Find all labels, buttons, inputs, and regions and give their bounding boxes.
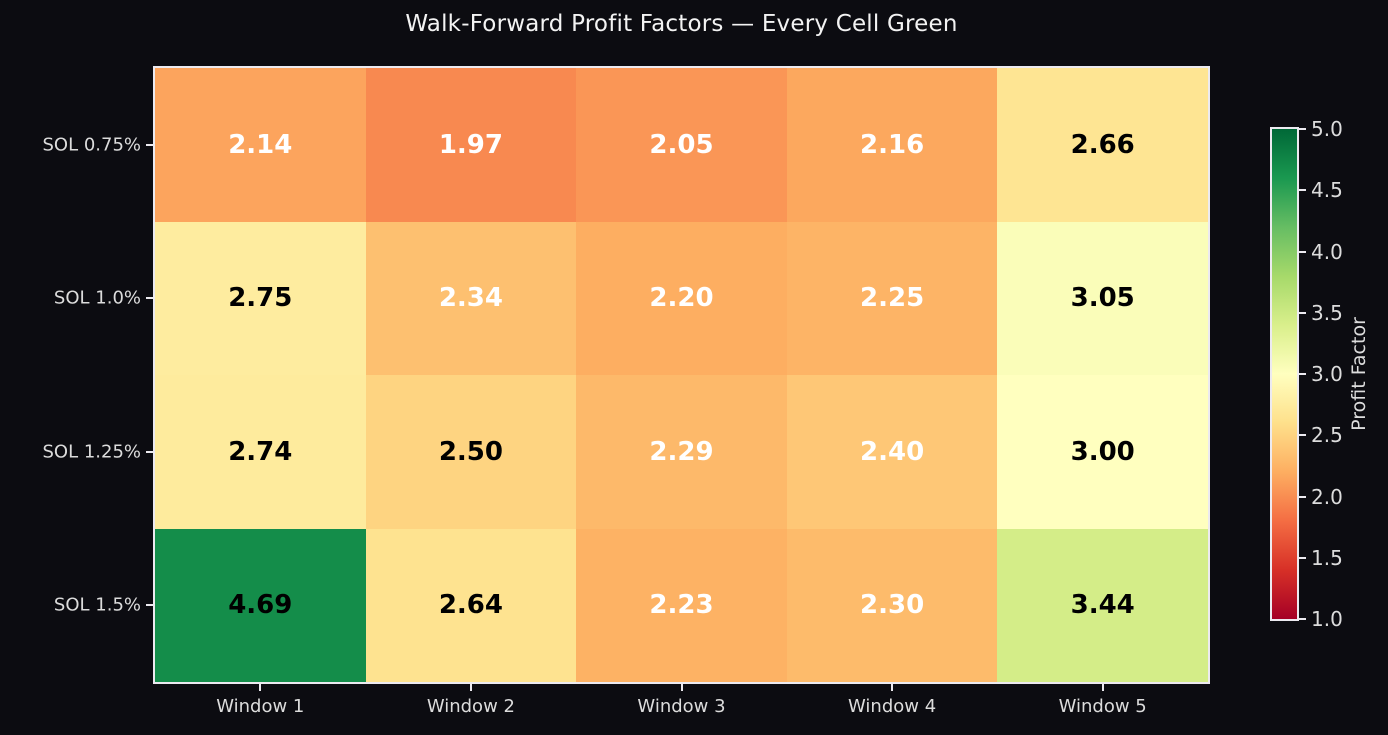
heatmap-cell: 2.05 bbox=[576, 68, 787, 222]
colorbar-tick-label: 2.0 bbox=[1311, 484, 1343, 509]
heatmap-cell: 1.97 bbox=[365, 68, 577, 222]
colorbar-tick bbox=[1298, 373, 1306, 375]
colorbar-tick-label: 3.5 bbox=[1311, 300, 1343, 325]
row-label: SOL 0.75% bbox=[42, 134, 141, 156]
heatmap-cell: 2.34 bbox=[365, 221, 577, 375]
x-axis-tick bbox=[680, 683, 683, 691]
x-axis-tick bbox=[1101, 683, 1104, 691]
heatmap-cell: 3.44 bbox=[997, 528, 1208, 682]
heatmap-cell: 2.50 bbox=[365, 375, 577, 529]
heatmap-cell: 3.00 bbox=[997, 375, 1208, 529]
y-axis-tick bbox=[146, 297, 154, 300]
x-axis-tick bbox=[891, 683, 894, 691]
colorbar-axis-label: Profit Factor bbox=[1348, 317, 1370, 431]
row-label: SOL 1.5% bbox=[53, 594, 141, 616]
heatmap-cell: 2.64 bbox=[365, 528, 577, 682]
colorbar-tick bbox=[1298, 250, 1306, 253]
col-label: Window 3 bbox=[637, 696, 726, 717]
col-label: Window 5 bbox=[1058, 696, 1147, 717]
row-label: SOL 1.0% bbox=[53, 287, 141, 309]
colorbar-tick bbox=[1298, 311, 1306, 314]
heatmap-cell: 2.23 bbox=[576, 528, 787, 682]
heatmap-cell: 2.25 bbox=[786, 221, 998, 375]
col-label: Window 2 bbox=[426, 696, 515, 717]
colorbar-tick-label: 3.0 bbox=[1311, 362, 1343, 386]
heatmap-cell: 2.30 bbox=[786, 528, 998, 682]
heatmap-cell: 2.14 bbox=[155, 68, 366, 222]
heatmap-cell: 2.66 bbox=[997, 68, 1208, 222]
col-label: Window 4 bbox=[848, 696, 937, 717]
colorbar-tick-label: 1.5 bbox=[1311, 545, 1343, 570]
x-axis-tick bbox=[469, 683, 472, 691]
colorbar-tick bbox=[1298, 189, 1306, 192]
colorbar-tick bbox=[1298, 128, 1306, 130]
x-axis-tick bbox=[259, 683, 262, 691]
heatmap-cell: 2.29 bbox=[576, 375, 787, 529]
colorbar-tick bbox=[1298, 495, 1306, 498]
colorbar-tick bbox=[1298, 556, 1306, 559]
colorbar-tick-label: 2.5 bbox=[1311, 423, 1343, 448]
y-axis-tick bbox=[146, 143, 154, 146]
colorbar-tick bbox=[1298, 434, 1306, 437]
y-axis-tick bbox=[146, 604, 154, 607]
colorbar-tick-label: 4.5 bbox=[1311, 178, 1343, 203]
colorbar-tick bbox=[1298, 618, 1306, 620]
colorbar-tick-label: 5.0 bbox=[1311, 117, 1343, 141]
heatmap-cell: 2.20 bbox=[576, 221, 787, 375]
heatmap-grid: 2.14 1.97 2.05 2.16 2.66 2.75 2.34 2.20 2.25 3.05… bbox=[153, 66, 1210, 684]
heatmap-cell: 2.16 bbox=[786, 68, 998, 222]
heatmap-cell: 4.69 bbox=[155, 528, 366, 682]
heatmap-cell: 2.74 bbox=[155, 375, 366, 529]
heatmap-cell: 3.05 bbox=[997, 221, 1208, 375]
heatmap-cell: 2.75 bbox=[155, 221, 366, 375]
col-label: Window 1 bbox=[216, 696, 305, 717]
chart-title: Walk-Forward Profit Factors — Every Cell… bbox=[405, 11, 958, 37]
colorbar-tick-label: 1.0 bbox=[1311, 607, 1343, 631]
y-axis-tick bbox=[146, 450, 154, 453]
row-label: SOL 1.25% bbox=[42, 441, 141, 463]
colorbar-tick-label: 4.0 bbox=[1311, 239, 1343, 264]
heatmap-cell: 2.40 bbox=[786, 375, 998, 529]
colorbar-gradient bbox=[1270, 127, 1299, 621]
